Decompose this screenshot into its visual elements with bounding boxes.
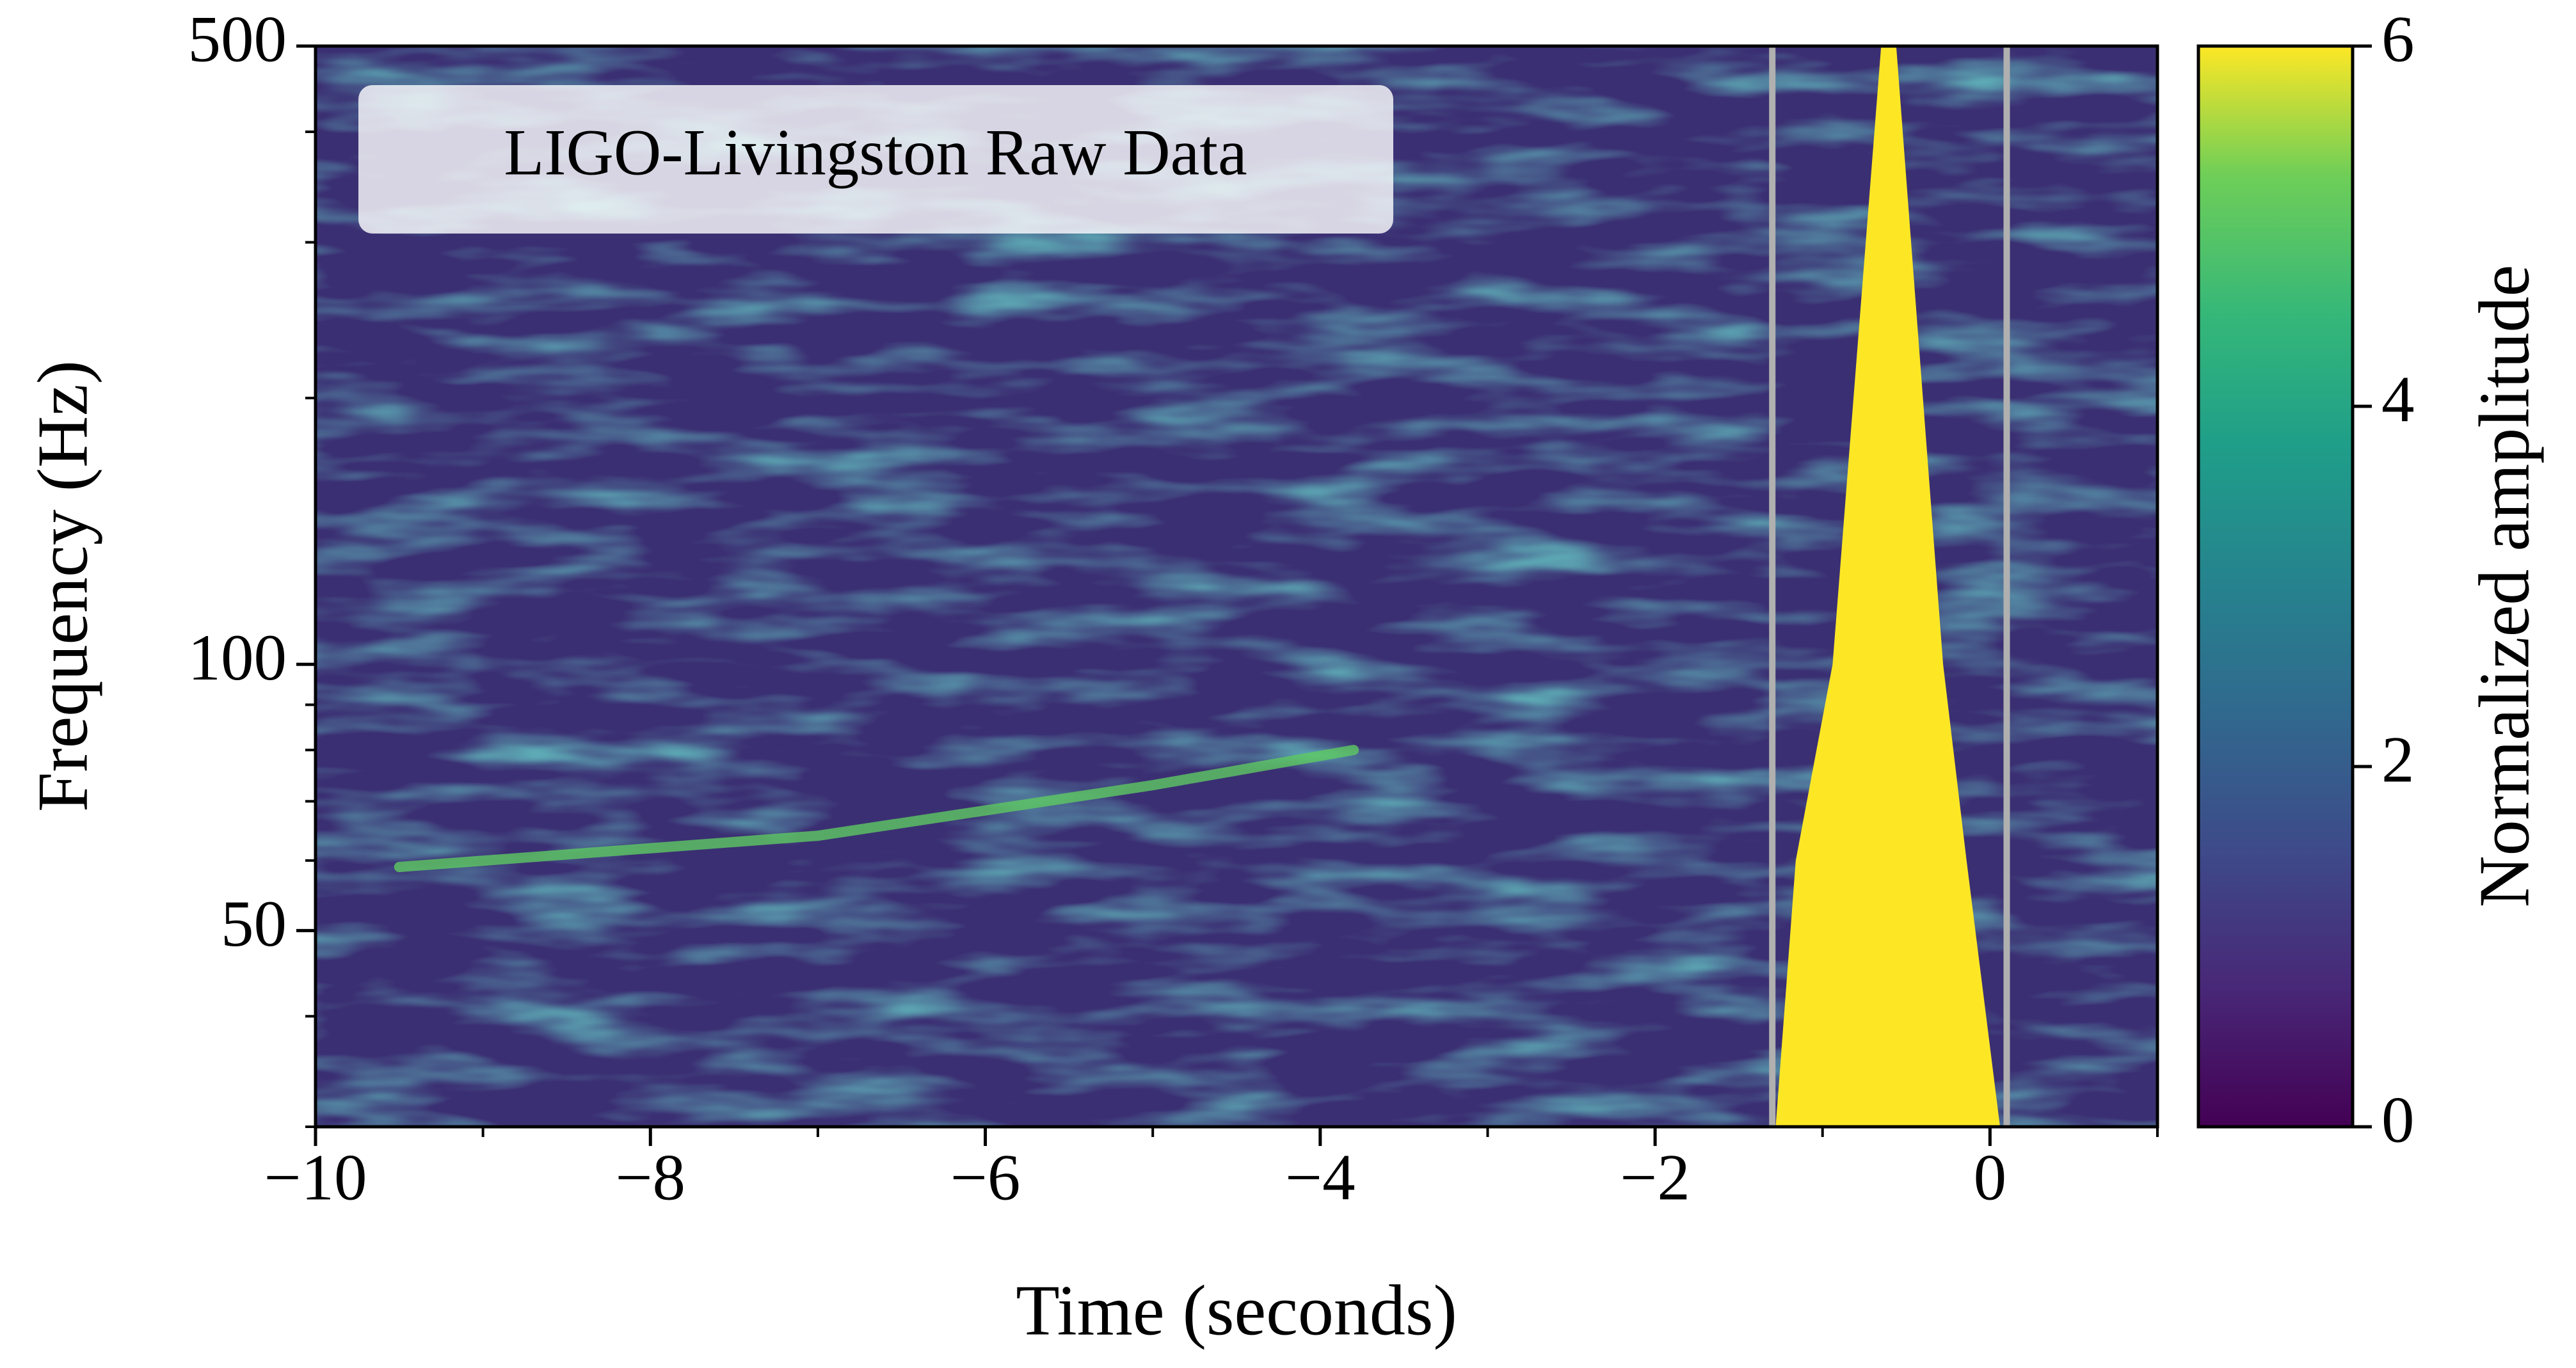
y-tick-label: 50 bbox=[221, 887, 287, 960]
chirp-track bbox=[394, 745, 1359, 872]
colorbar bbox=[2196, 44, 2355, 1129]
x-tick-label: −10 bbox=[264, 1141, 367, 1214]
annotation-box bbox=[358, 85, 1393, 234]
y-tick-label: 500 bbox=[188, 3, 287, 76]
x-tick-label: −2 bbox=[1620, 1141, 1690, 1214]
x-tick-label: −4 bbox=[1285, 1141, 1356, 1214]
glitch bbox=[1775, 46, 2001, 1127]
y-axis-label: Frequency (Hz) bbox=[24, 360, 103, 812]
colorbar-label: Normalized amplitude bbox=[2465, 265, 2545, 908]
y-tick-label: 100 bbox=[188, 621, 287, 694]
colorbar-tick-label: 2 bbox=[2381, 724, 2415, 797]
colorbar-tick-label: 4 bbox=[2381, 363, 2415, 436]
annotation: LIGO-Livingston Raw Data bbox=[504, 116, 1247, 189]
colorbar-tick-label: 6 bbox=[2381, 3, 2415, 76]
x-tick-label: −6 bbox=[950, 1141, 1021, 1214]
x-axis-label: Time (seconds) bbox=[1016, 1271, 1457, 1351]
x-tick-label: 0 bbox=[1974, 1141, 2007, 1214]
x-tick-label: −8 bbox=[615, 1141, 685, 1214]
plot-frame bbox=[314, 44, 2159, 1129]
marks bbox=[394, 46, 2010, 1127]
colorbar-tick-label: 0 bbox=[2381, 1084, 2415, 1157]
